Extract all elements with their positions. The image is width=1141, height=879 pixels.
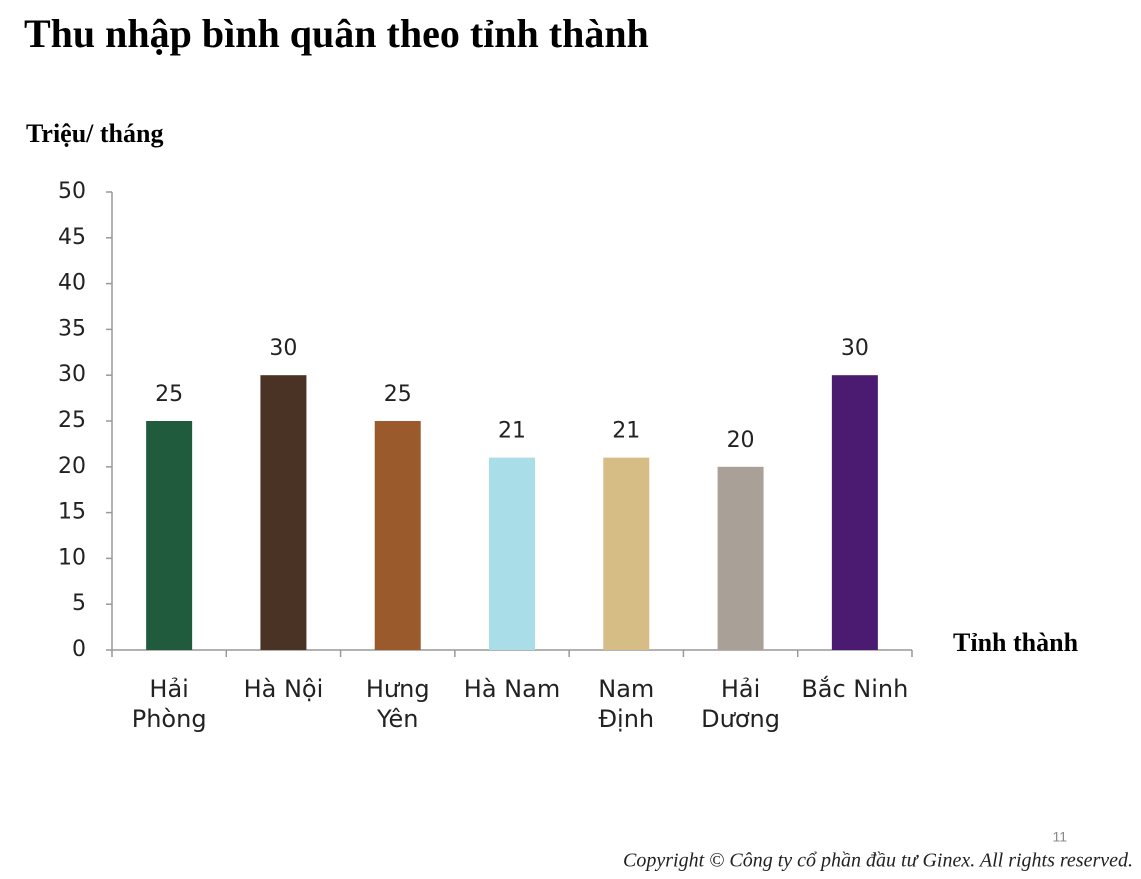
y-tick-label: 20: [58, 454, 86, 479]
bar: [260, 375, 307, 650]
y-tick-label: 50: [58, 179, 86, 204]
y-tick-label: 10: [58, 545, 86, 570]
chart-title: Thu nhập bình quân theo tỉnh thành: [24, 11, 649, 56]
x-axis-label: Tỉnh thành: [953, 628, 1079, 657]
copyright: Copyright © Công ty cổ phần đầu tư Ginex…: [623, 850, 1133, 872]
x-tick-label: Hải Dương: [701, 675, 780, 733]
bar: [717, 466, 764, 650]
bar: [603, 457, 650, 650]
y-tick-label: 40: [58, 271, 86, 296]
x-tick-label: Hà Nam: [463, 675, 561, 703]
y-tick-label: 30: [58, 362, 86, 387]
y-tick-label: 35: [58, 316, 86, 341]
x-tick-label: Nam Định: [598, 675, 655, 733]
value-label: 20: [727, 428, 755, 453]
value-label: 30: [841, 336, 869, 361]
bar: [146, 421, 193, 650]
bar: [489, 457, 535, 650]
value-label: 21: [612, 419, 640, 444]
y-tick-label: 0: [72, 637, 86, 662]
y-tick-label: 25: [58, 408, 86, 433]
value-label: 25: [155, 382, 183, 407]
page-number: 11: [1052, 829, 1067, 845]
x-tick-label: Bắc Ninh: [801, 675, 909, 703]
value-label: 30: [269, 336, 297, 361]
y-tick-label: 15: [58, 500, 86, 525]
value-label: 21: [498, 419, 526, 444]
bar: [374, 421, 421, 650]
x-tick-label: Hà Nội: [243, 675, 324, 703]
bar: [831, 375, 878, 650]
y-tick-label: 5: [72, 591, 86, 616]
y-tick-label: 45: [58, 225, 86, 250]
y-axis-label: Triệu/ tháng: [26, 119, 163, 148]
x-tick-label: Hưng Yên: [365, 675, 430, 733]
x-tick-label: Hải Phòng: [131, 675, 207, 733]
value-label: 25: [384, 382, 412, 407]
